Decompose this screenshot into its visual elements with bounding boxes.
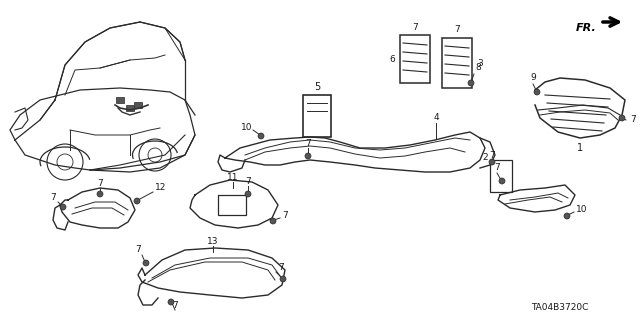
Text: 7: 7 bbox=[282, 211, 288, 219]
Circle shape bbox=[270, 218, 276, 224]
Circle shape bbox=[305, 153, 311, 159]
Text: 7: 7 bbox=[278, 263, 284, 272]
Circle shape bbox=[60, 204, 66, 210]
Bar bbox=[400, 35, 430, 83]
Text: 5: 5 bbox=[314, 82, 320, 92]
Text: 11: 11 bbox=[227, 174, 239, 182]
Bar bbox=[126, 105, 134, 111]
Text: 7: 7 bbox=[630, 115, 636, 124]
Bar bbox=[134, 102, 142, 108]
Circle shape bbox=[619, 115, 625, 121]
Text: 1: 1 bbox=[577, 143, 583, 153]
Text: 7: 7 bbox=[245, 177, 251, 187]
Circle shape bbox=[499, 178, 505, 184]
Text: 13: 13 bbox=[207, 238, 219, 247]
Text: 7: 7 bbox=[489, 151, 495, 160]
Text: FR.: FR. bbox=[576, 23, 597, 33]
Text: 10: 10 bbox=[576, 205, 588, 214]
Bar bbox=[303, 95, 331, 137]
Circle shape bbox=[280, 276, 286, 282]
Text: 10: 10 bbox=[241, 123, 252, 132]
Circle shape bbox=[97, 191, 103, 197]
Text: 6: 6 bbox=[389, 55, 395, 63]
Circle shape bbox=[489, 159, 495, 165]
Text: 7: 7 bbox=[172, 300, 178, 309]
Text: 7: 7 bbox=[494, 164, 500, 173]
Circle shape bbox=[143, 260, 149, 266]
Circle shape bbox=[468, 80, 474, 86]
Bar bbox=[442, 38, 472, 88]
Circle shape bbox=[245, 191, 251, 197]
Text: 3: 3 bbox=[477, 58, 483, 68]
Text: 9: 9 bbox=[530, 73, 536, 83]
Text: TA04B3720C: TA04B3720C bbox=[531, 302, 589, 311]
Bar bbox=[490, 160, 512, 192]
Circle shape bbox=[168, 299, 174, 305]
Text: 12: 12 bbox=[155, 183, 166, 192]
Text: 7: 7 bbox=[305, 138, 311, 147]
Bar bbox=[218, 195, 246, 215]
Circle shape bbox=[564, 213, 570, 219]
Circle shape bbox=[134, 198, 140, 204]
Circle shape bbox=[534, 89, 540, 95]
Text: 7: 7 bbox=[454, 26, 460, 34]
Text: 7: 7 bbox=[412, 23, 418, 32]
Text: 8: 8 bbox=[475, 63, 481, 72]
Circle shape bbox=[258, 133, 264, 139]
Text: 4: 4 bbox=[433, 114, 439, 122]
Bar bbox=[116, 97, 124, 103]
Text: 7: 7 bbox=[97, 179, 103, 188]
Text: 7: 7 bbox=[135, 246, 141, 255]
Text: 2: 2 bbox=[483, 152, 488, 161]
Text: 7: 7 bbox=[50, 194, 56, 203]
